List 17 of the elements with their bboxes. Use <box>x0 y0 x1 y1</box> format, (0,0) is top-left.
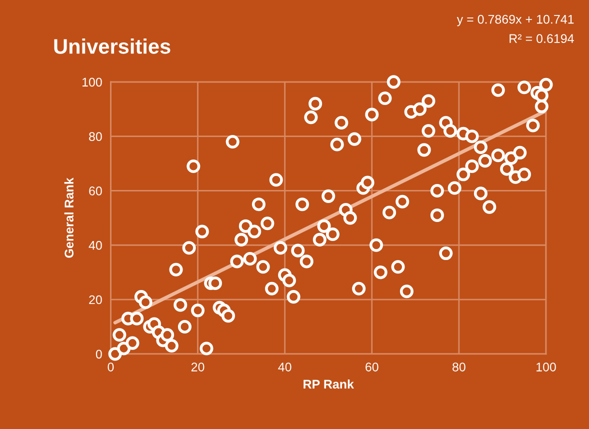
y-tick-label: 0 <box>96 350 102 359</box>
y-tick-label: 60 <box>89 186 102 196</box>
x-tick-label: 40 <box>278 362 292 372</box>
y-tick-label: 80 <box>89 132 102 141</box>
x-tick-label: 80 <box>452 362 466 372</box>
x-tick-label: 100 <box>536 362 556 372</box>
x-tick-label: 0 <box>108 362 114 372</box>
y-tick-label: 40 <box>88 240 102 250</box>
y-tick-label: 100 <box>82 78 102 87</box>
y-tick-label: 20 <box>89 295 102 304</box>
text: R² = 0.6194 <box>510 34 574 44</box>
x-tick-label: 20 <box>191 362 204 372</box>
text: y = 0.7869x + 10.741 <box>456 14 574 26</box>
y-axis-title: General Rank <box>64 178 74 258</box>
chart-title: Universities <box>54 38 170 54</box>
x-axis-title: RP Rank <box>304 379 354 389</box>
x-tick-label: 60 <box>366 362 378 372</box>
